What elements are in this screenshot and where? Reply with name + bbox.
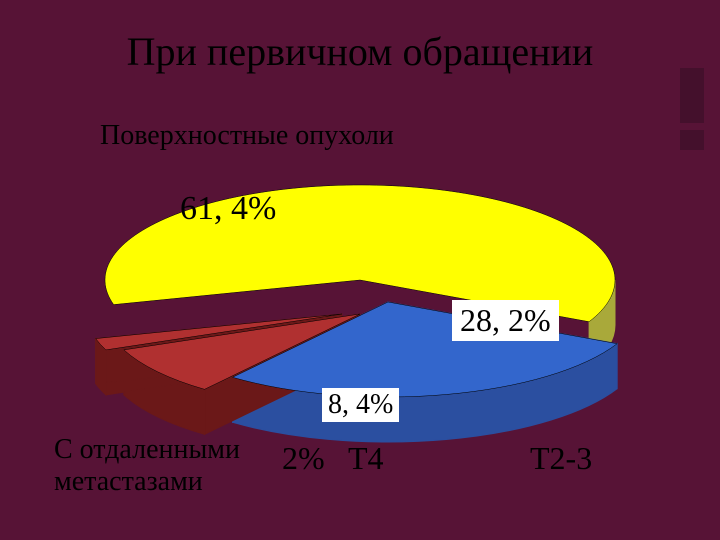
slice-label-metastases-pct: 2% <box>282 440 325 477</box>
slice-label-surface: 61, 4% <box>180 190 276 228</box>
category-label-t4: Т4 <box>348 440 384 477</box>
slide-title: При первичном обращении <box>0 28 720 75</box>
slice-label-t4: 8, 4% <box>322 388 399 422</box>
category-label-t23: Т2-3 <box>530 440 592 477</box>
slice-label-t23: 28, 2% <box>452 300 559 341</box>
slide: { "slide": { "background_color": "#57133… <box>0 0 720 540</box>
metastases-line1: С отдаленными метастазами <box>54 434 240 497</box>
slide-subtitle: Поверхностные опухоли <box>100 120 394 152</box>
category-label-metastases: С отдаленными метастазами <box>54 434 240 498</box>
